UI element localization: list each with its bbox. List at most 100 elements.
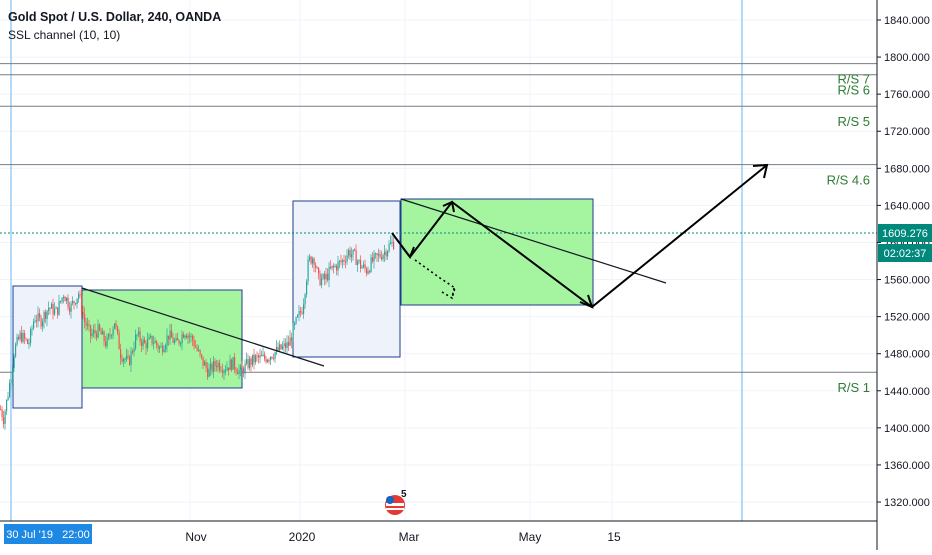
candle-body (390, 242, 392, 245)
candle-body (349, 250, 351, 258)
us-flag-icon-stripe (386, 503, 404, 506)
dotted-arrowhead (441, 287, 455, 300)
candle-body (81, 295, 83, 313)
candle-body (3, 417, 5, 425)
candle-body (376, 253, 378, 256)
current-price-label-bg (878, 224, 932, 242)
candle-body (292, 325, 294, 341)
candle-body (15, 344, 17, 357)
price-tick-label: 1560.000 (884, 275, 930, 287)
candle-body (24, 333, 26, 339)
candle-body (64, 296, 66, 302)
candle-body (214, 361, 216, 366)
candle-body (42, 321, 44, 327)
candle-body (274, 352, 276, 359)
range-box-4[interactable] (400, 198, 594, 306)
symbol-title[interactable]: Gold Spot / U.S. Dollar, 240, OANDA (8, 10, 222, 24)
price-tick-label: 1480.000 (884, 349, 930, 361)
candle-body (220, 370, 222, 372)
candle-body (117, 326, 119, 333)
candle-body (321, 278, 323, 286)
candle-body (94, 330, 96, 334)
candle-body (37, 313, 39, 322)
candle-body (166, 335, 168, 346)
candle-body (52, 303, 54, 315)
candle-body (328, 267, 330, 281)
candle-body (67, 297, 69, 308)
candle-body (313, 258, 315, 266)
candle-body (99, 324, 101, 330)
range-box-3[interactable] (292, 200, 401, 358)
candle-body (352, 249, 354, 255)
candle-body (160, 346, 162, 348)
candle-body (355, 250, 357, 265)
candle-body (318, 267, 320, 274)
candle-body (345, 261, 347, 263)
candle-body (195, 346, 197, 348)
candle-body (393, 241, 395, 250)
candle-body (253, 354, 255, 363)
price-tick-label: 1320.000 (884, 497, 930, 509)
candle-body (252, 354, 254, 365)
price-tick-label: 1800.000 (884, 52, 930, 64)
candle-body (267, 359, 269, 363)
candle-body (181, 334, 183, 344)
candle-body (105, 341, 107, 347)
candle-body (163, 349, 165, 353)
candle-body (369, 271, 371, 273)
candle-body (1, 409, 3, 418)
candle-body (259, 355, 261, 358)
candle-body (40, 317, 42, 327)
candle-body (265, 358, 267, 363)
trend-line-2[interactable] (400, 198, 667, 284)
candle-body (322, 274, 324, 279)
candle-body (88, 324, 90, 326)
candle-body (153, 342, 155, 344)
candle-body (310, 256, 312, 264)
candle-body (229, 359, 231, 371)
candle-body (366, 268, 368, 274)
candle-body (289, 337, 291, 346)
candle-body (154, 341, 156, 343)
candle-body (387, 251, 389, 257)
candle-body (34, 320, 36, 322)
range-box-2[interactable] (81, 289, 243, 389)
candle-body (12, 367, 14, 380)
candle-body (286, 342, 288, 349)
countdown-label-bg (878, 244, 932, 262)
current-price-label: 1609.276 (882, 228, 928, 240)
candle-body (364, 264, 366, 269)
candle-body (6, 399, 8, 412)
candle-body (367, 271, 369, 274)
candle-body (183, 334, 185, 338)
candle-body (271, 356, 273, 359)
candle-body (238, 369, 240, 375)
candle-body (165, 345, 167, 350)
trend-line-1[interactable] (81, 287, 325, 367)
candle-body (277, 346, 279, 351)
arrowhead-down-2 (579, 294, 594, 309)
candle-body (211, 363, 213, 372)
price-scale-bg[interactable] (877, 0, 932, 550)
candle-body (360, 259, 362, 269)
candle-body (241, 366, 243, 369)
candle-body (7, 396, 9, 400)
candle-body (178, 340, 180, 344)
candle-body (379, 254, 381, 258)
candle-body (198, 350, 200, 352)
candle-body (319, 273, 321, 286)
candle-body (120, 349, 122, 359)
price-tick-label: 1400.000 (884, 423, 930, 435)
candle-body (157, 344, 159, 349)
candle-body (118, 332, 120, 350)
candle-body (43, 312, 45, 322)
event-badge[interactable]: 5 (385, 489, 407, 515)
indicator-label[interactable]: SSL channel (10, 10) (8, 28, 121, 42)
arrowhead-up-1 (442, 200, 455, 213)
candle-body (378, 254, 380, 256)
price-tick-label: 1360.000 (884, 460, 930, 472)
candle-body (145, 342, 147, 349)
candle-body (357, 261, 359, 265)
